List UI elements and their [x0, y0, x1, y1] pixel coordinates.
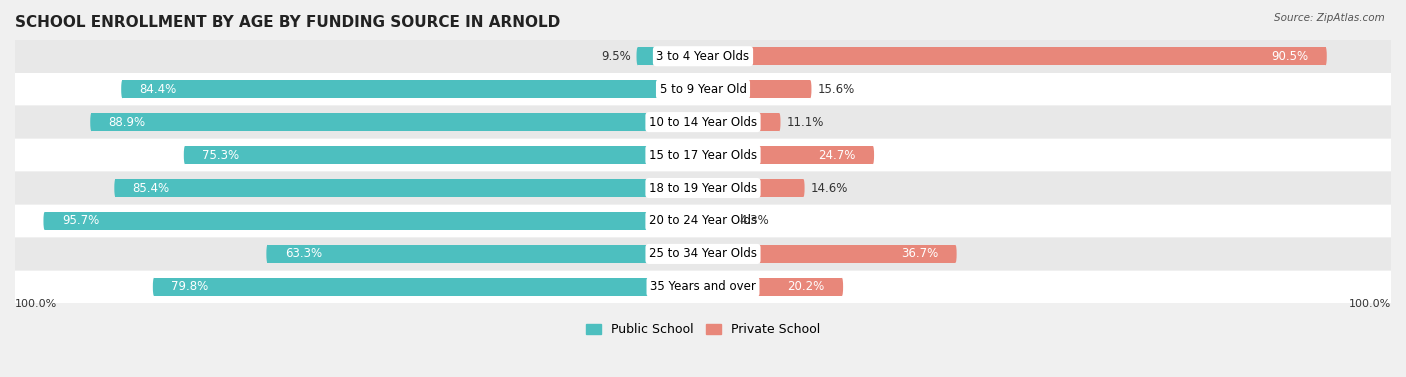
- Text: 3 to 4 Year Olds: 3 to 4 Year Olds: [657, 50, 749, 63]
- Ellipse shape: [1324, 47, 1327, 65]
- Bar: [703, 146, 873, 164]
- Ellipse shape: [841, 278, 844, 296]
- Text: 36.7%: 36.7%: [901, 247, 938, 261]
- Text: Source: ZipAtlas.com: Source: ZipAtlas.com: [1274, 13, 1385, 23]
- Bar: [115, 179, 703, 197]
- Text: 88.9%: 88.9%: [108, 116, 146, 129]
- Bar: [45, 212, 703, 230]
- Bar: [15, 172, 1391, 204]
- Bar: [15, 205, 1391, 237]
- Bar: [91, 113, 703, 131]
- Ellipse shape: [44, 212, 46, 230]
- Bar: [155, 278, 703, 296]
- Text: 5 to 9 Year Old: 5 to 9 Year Old: [659, 83, 747, 96]
- Text: 63.3%: 63.3%: [284, 247, 322, 261]
- Bar: [703, 179, 803, 197]
- Bar: [122, 80, 703, 98]
- Text: 20.2%: 20.2%: [787, 280, 825, 293]
- Bar: [15, 73, 1391, 106]
- Bar: [15, 139, 1391, 172]
- Ellipse shape: [872, 146, 875, 164]
- Text: 35 Years and over: 35 Years and over: [650, 280, 756, 293]
- Ellipse shape: [114, 179, 117, 197]
- Text: 4.3%: 4.3%: [740, 215, 769, 227]
- Text: 90.5%: 90.5%: [1271, 50, 1309, 63]
- Bar: [703, 80, 810, 98]
- Text: 75.3%: 75.3%: [202, 149, 239, 162]
- Ellipse shape: [121, 80, 124, 98]
- Ellipse shape: [803, 179, 804, 197]
- Bar: [15, 271, 1391, 303]
- Ellipse shape: [731, 212, 734, 230]
- Bar: [15, 238, 1391, 270]
- Ellipse shape: [637, 47, 638, 65]
- Bar: [15, 106, 1391, 138]
- Text: 11.1%: 11.1%: [786, 116, 824, 129]
- Text: 18 to 19 Year Olds: 18 to 19 Year Olds: [650, 181, 756, 195]
- Bar: [267, 245, 703, 263]
- Ellipse shape: [266, 245, 269, 263]
- Ellipse shape: [810, 80, 811, 98]
- Bar: [638, 47, 703, 65]
- Text: 24.7%: 24.7%: [818, 149, 856, 162]
- Ellipse shape: [153, 278, 155, 296]
- Text: 79.8%: 79.8%: [172, 280, 208, 293]
- Text: SCHOOL ENROLLMENT BY AGE BY FUNDING SOURCE IN ARNOLD: SCHOOL ENROLLMENT BY AGE BY FUNDING SOUR…: [15, 15, 560, 30]
- Bar: [703, 278, 842, 296]
- Ellipse shape: [184, 146, 186, 164]
- Bar: [703, 245, 956, 263]
- Bar: [703, 212, 733, 230]
- Bar: [703, 113, 779, 131]
- Text: 100.0%: 100.0%: [15, 299, 58, 309]
- Text: 84.4%: 84.4%: [139, 83, 177, 96]
- Bar: [703, 47, 1326, 65]
- Text: 100.0%: 100.0%: [1348, 299, 1391, 309]
- Text: 9.5%: 9.5%: [600, 50, 631, 63]
- Text: 14.6%: 14.6%: [810, 181, 848, 195]
- Text: 85.4%: 85.4%: [132, 181, 170, 195]
- Bar: [15, 40, 1391, 72]
- Text: 15 to 17 Year Olds: 15 to 17 Year Olds: [650, 149, 756, 162]
- Ellipse shape: [779, 113, 780, 131]
- Text: 15.6%: 15.6%: [817, 83, 855, 96]
- Ellipse shape: [90, 113, 93, 131]
- Text: 10 to 14 Year Olds: 10 to 14 Year Olds: [650, 116, 756, 129]
- Text: 20 to 24 Year Olds: 20 to 24 Year Olds: [650, 215, 756, 227]
- Text: 95.7%: 95.7%: [62, 215, 98, 227]
- Bar: [186, 146, 703, 164]
- Text: 25 to 34 Year Olds: 25 to 34 Year Olds: [650, 247, 756, 261]
- Legend: Public School, Private School: Public School, Private School: [586, 323, 820, 336]
- Ellipse shape: [955, 245, 956, 263]
